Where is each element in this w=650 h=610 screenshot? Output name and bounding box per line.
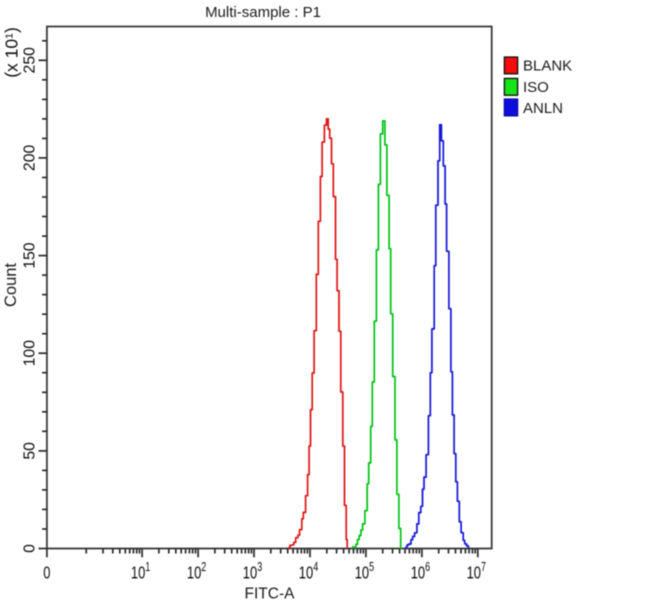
svg-text:0: 0 — [43, 564, 50, 584]
svg-text:(x 101): (x 101) — [2, 27, 22, 78]
svg-text:FITC-A: FITC-A — [245, 586, 296, 603]
svg-text:Count: Count — [2, 263, 20, 307]
svg-text:Multi-sample : P1: Multi-sample : P1 — [205, 4, 321, 21]
svg-text:200: 200 — [22, 145, 39, 172]
svg-text:BLANK: BLANK — [523, 58, 572, 75]
svg-text:0: 0 — [22, 544, 39, 553]
svg-text:ANLN: ANLN — [523, 100, 563, 117]
svg-text:150: 150 — [22, 242, 39, 269]
svg-text:ISO: ISO — [523, 79, 549, 96]
svg-text:100: 100 — [22, 340, 39, 367]
svg-text:50: 50 — [22, 442, 39, 460]
svg-text:250: 250 — [22, 47, 39, 74]
